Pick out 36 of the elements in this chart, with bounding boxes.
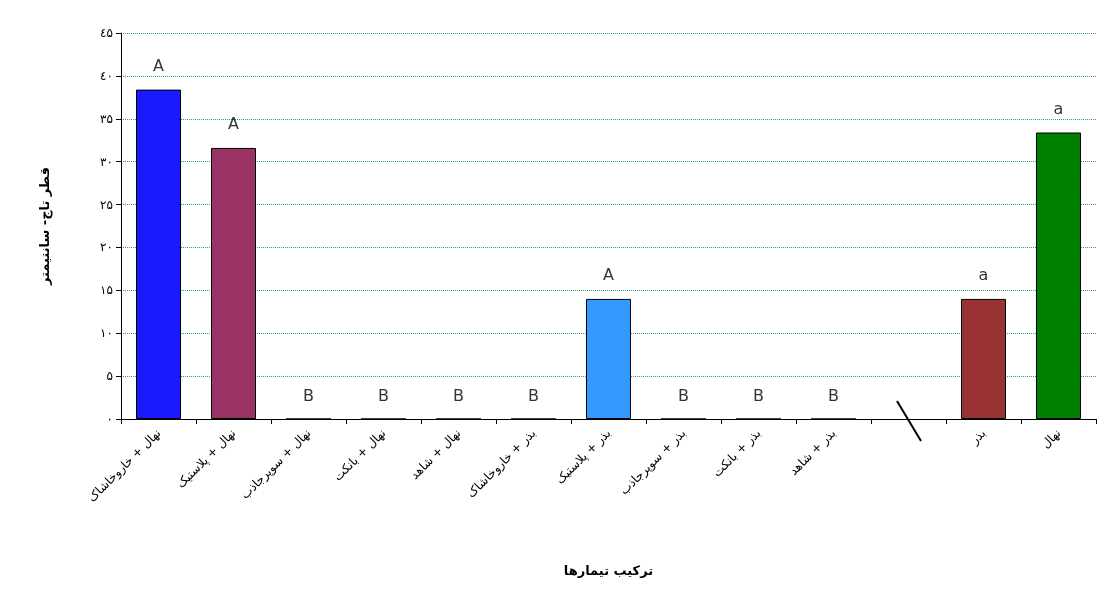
annotation: B: [453, 385, 464, 405]
y-tick-label: ۲۵: [100, 197, 113, 212]
x-tick-label: بذر + بانکت: [709, 426, 765, 481]
y-tick-label: ۵: [106, 369, 113, 384]
y-tick-label: ۱۵: [100, 283, 113, 298]
y-tick-label: ۰: [106, 412, 113, 426]
annotation: B: [678, 385, 689, 405]
x-tick-label: نهال + سوپرجاذب: [237, 426, 315, 503]
annotation: B: [303, 385, 314, 405]
annotation: A: [603, 265, 615, 285]
y-tick-label: ۳۵: [100, 111, 113, 126]
y-tick-label: ٤۰: [100, 68, 113, 83]
annotation: A: [228, 114, 240, 134]
x-tick-label: نهال + پلاستیک: [173, 426, 239, 491]
annotation: A: [153, 56, 165, 76]
x-tick-label: بذر: [966, 426, 990, 449]
x-tick-label: نهال + بانکت: [330, 426, 389, 484]
x-tick-label: بذر + پلاستیک: [552, 426, 615, 488]
annotation: B: [378, 385, 389, 405]
x-tick-label: بذر + شاهد: [786, 426, 840, 479]
y-tick-label: ٤۵: [100, 26, 113, 40]
annotation: a: [1053, 99, 1064, 118]
x-tick-label: نهال: [1038, 426, 1064, 451]
x-tick-label: بذر + خاروخاشاک: [464, 426, 540, 502]
y-axis-title: قطر تاج- سانتیمتر: [37, 166, 53, 287]
annotation: B: [528, 385, 539, 405]
x-tick-label: نهال + خاروخاشاک: [84, 426, 165, 506]
x-tick-label: نهال + شاهد: [407, 426, 464, 483]
annotation: a: [978, 265, 989, 285]
y-tick-label: ۳۰: [100, 154, 113, 169]
x-axis-title: ترکیب تیمارها: [563, 563, 654, 578]
y-tick-label: ۲۰: [100, 240, 113, 255]
annotation: B: [753, 385, 764, 405]
x-tick-label: بذر + سوپرجاذب: [617, 426, 690, 499]
annotation: B: [828, 385, 839, 405]
y-tick-label: ۱۰: [100, 326, 113, 341]
